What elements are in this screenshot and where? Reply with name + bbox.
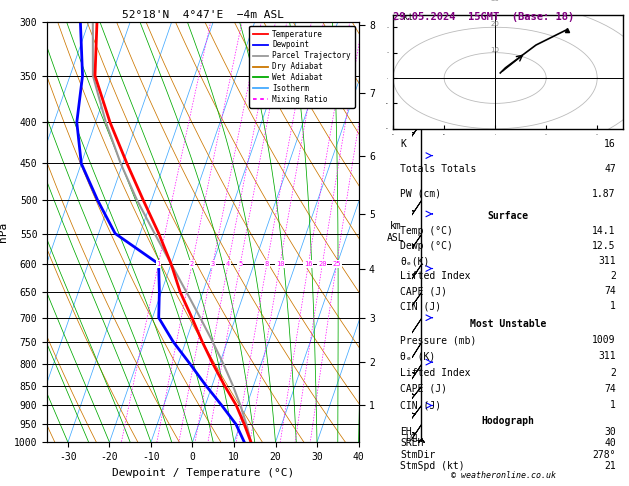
Text: 30: 30 <box>604 427 616 437</box>
Text: 74: 74 <box>604 286 616 296</box>
Text: CAPE (J): CAPE (J) <box>400 286 447 296</box>
Text: Dewp (°C): Dewp (°C) <box>400 241 453 251</box>
Text: 14.1: 14.1 <box>593 226 616 236</box>
Text: 5: 5 <box>238 261 242 267</box>
Text: 74: 74 <box>604 384 616 394</box>
Text: Hodograph: Hodograph <box>481 416 535 426</box>
Text: CAPE (J): CAPE (J) <box>400 384 447 394</box>
Text: StmDir: StmDir <box>400 450 435 460</box>
Text: 311: 311 <box>598 351 616 362</box>
Text: 4: 4 <box>226 261 230 267</box>
Text: 25: 25 <box>332 261 341 267</box>
Text: CIN (J): CIN (J) <box>400 301 441 311</box>
Text: 16: 16 <box>604 139 616 149</box>
Text: 47: 47 <box>604 164 616 174</box>
Text: 20: 20 <box>318 261 326 267</box>
Text: 3: 3 <box>211 261 215 267</box>
Text: CIN (J): CIN (J) <box>400 400 441 410</box>
Text: PW (cm): PW (cm) <box>400 189 441 199</box>
Text: 1.87: 1.87 <box>593 189 616 199</box>
Title: 52°18'N  4°47'E  −4m ASL: 52°18'N 4°47'E −4m ASL <box>122 10 284 20</box>
Text: 20: 20 <box>491 21 499 27</box>
Y-axis label: km
ASL: km ASL <box>387 221 404 243</box>
Text: SREH: SREH <box>400 438 423 449</box>
Text: 2: 2 <box>610 271 616 281</box>
Text: 16: 16 <box>304 261 313 267</box>
Text: 12.5: 12.5 <box>593 241 616 251</box>
Text: 311: 311 <box>598 256 616 266</box>
Text: kt: kt <box>403 13 413 22</box>
Text: 10: 10 <box>276 261 284 267</box>
Text: K: K <box>400 139 406 149</box>
Text: Totals Totals: Totals Totals <box>400 164 476 174</box>
Text: Most Unstable: Most Unstable <box>470 319 546 329</box>
Legend: Temperature, Dewpoint, Parcel Trajectory, Dry Adiabat, Wet Adiabat, Isotherm, Mi: Temperature, Dewpoint, Parcel Trajectory… <box>249 26 355 108</box>
Text: LCL: LCL <box>405 434 420 443</box>
Text: StmSpd (kt): StmSpd (kt) <box>400 461 465 471</box>
Text: 8: 8 <box>265 261 269 267</box>
Text: 1: 1 <box>156 261 160 267</box>
Text: Temp (°C): Temp (°C) <box>400 226 453 236</box>
Text: 2: 2 <box>190 261 194 267</box>
Text: 30: 30 <box>491 0 499 2</box>
Text: 1009: 1009 <box>593 335 616 345</box>
X-axis label: Dewpoint / Temperature (°C): Dewpoint / Temperature (°C) <box>112 468 294 478</box>
Text: 21: 21 <box>604 461 616 471</box>
Text: 2: 2 <box>610 367 616 378</box>
Y-axis label: hPa: hPa <box>0 222 8 242</box>
Text: θₑ(K): θₑ(K) <box>400 256 430 266</box>
Text: Pressure (mb): Pressure (mb) <box>400 335 476 345</box>
Text: 40: 40 <box>604 438 616 449</box>
Text: θₑ (K): θₑ (K) <box>400 351 435 362</box>
Text: © weatheronline.co.uk: © weatheronline.co.uk <box>451 471 555 480</box>
Text: 1: 1 <box>610 400 616 410</box>
Text: Lifted Index: Lifted Index <box>400 271 470 281</box>
Text: 29.05.2024  15GMT  (Base: 18): 29.05.2024 15GMT (Base: 18) <box>393 12 574 22</box>
Text: Surface: Surface <box>487 211 528 222</box>
Text: 278°: 278° <box>593 450 616 460</box>
Text: Lifted Index: Lifted Index <box>400 367 470 378</box>
Text: EH: EH <box>400 427 412 437</box>
Text: 1: 1 <box>610 301 616 311</box>
Text: 10: 10 <box>491 47 499 52</box>
